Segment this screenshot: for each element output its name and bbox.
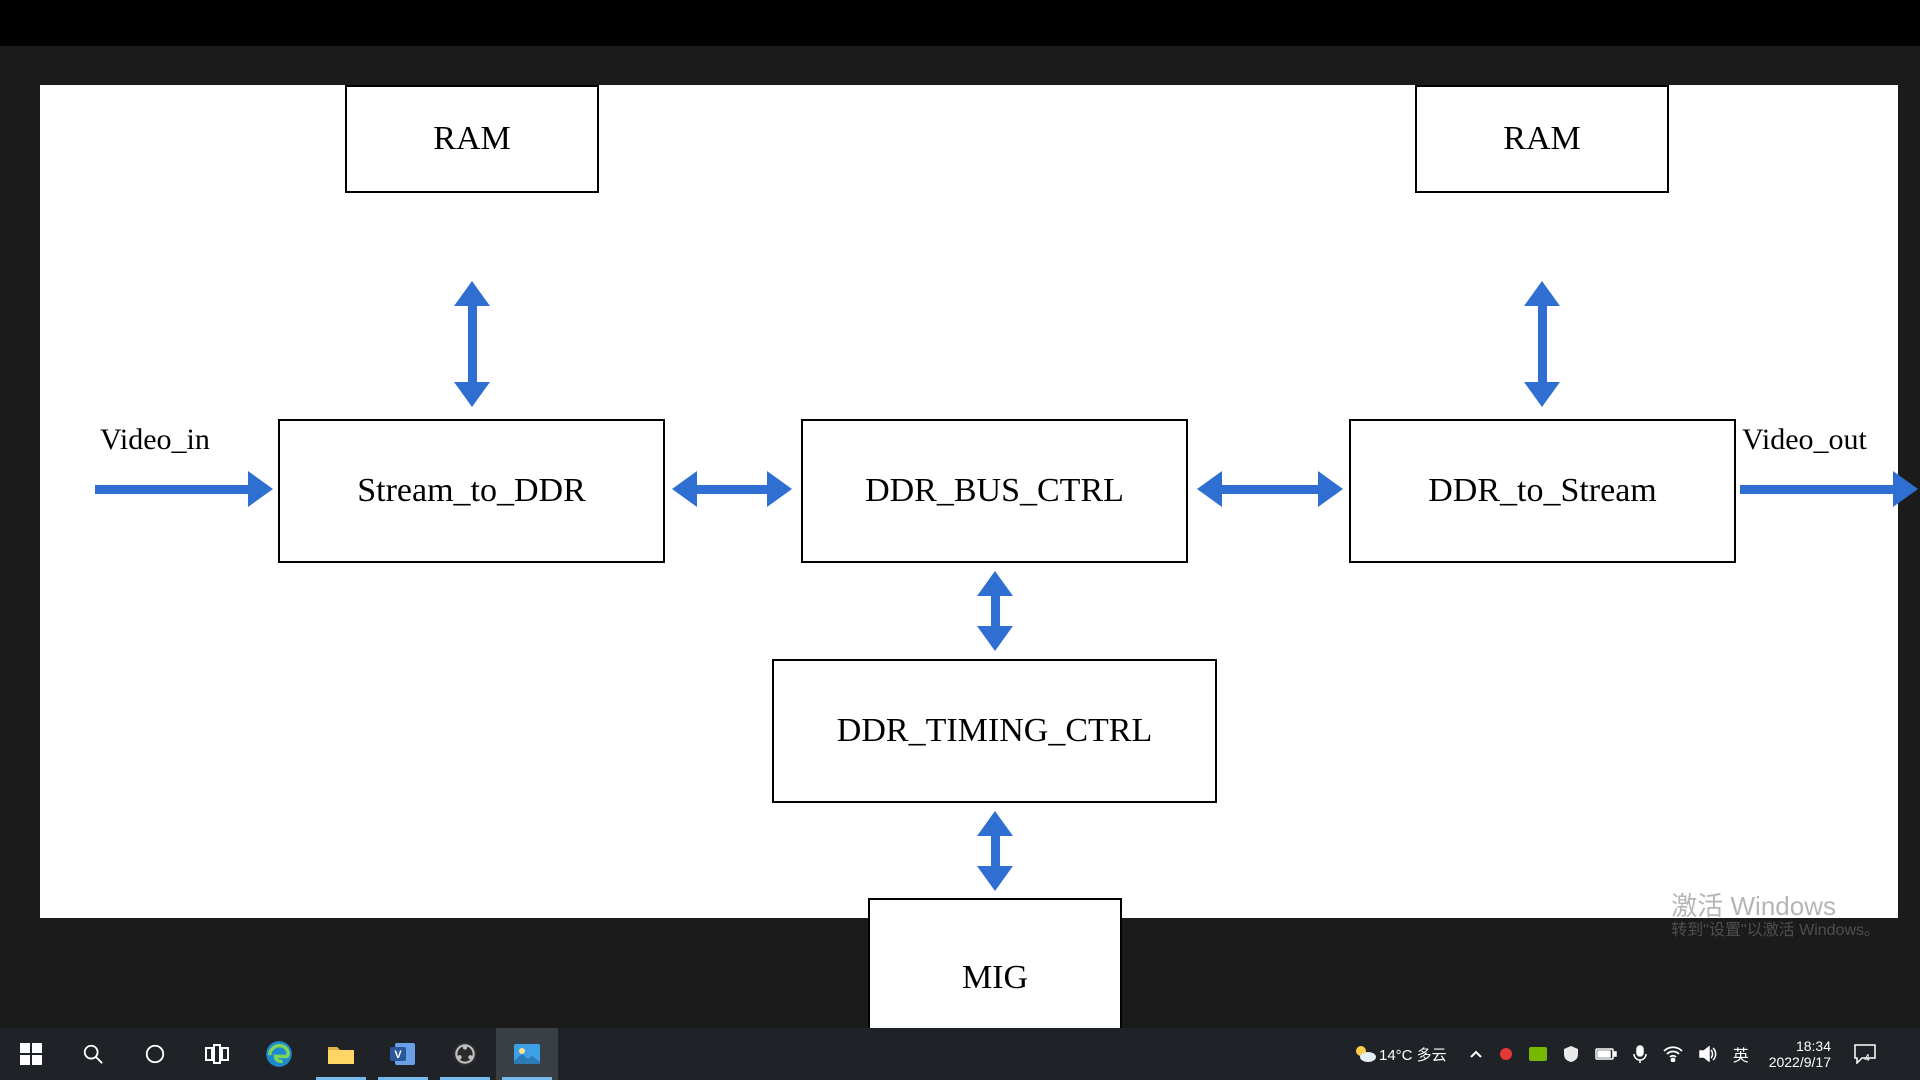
taskbar: V 14°C 多云 (0, 1028, 1920, 1080)
tray-battery[interactable] (1591, 1047, 1621, 1061)
tray-clock[interactable]: 18:34 2022/9/17 (1761, 1038, 1839, 1070)
clock-date: 2022/9/17 (1769, 1054, 1831, 1070)
wifi-icon (1663, 1046, 1683, 1062)
tray-chevron[interactable] (1465, 1047, 1487, 1061)
windows-logo-icon (20, 1043, 42, 1065)
diagram-canvas: 🤚 RAMRAMStream_to_DDRDDR_BUS_CTRLDDR_to_… (40, 85, 1898, 918)
search-icon (82, 1043, 104, 1065)
tray-mic[interactable] (1629, 1045, 1651, 1063)
arrow-bus-timing (977, 571, 1013, 651)
weather-temp: 14°C (1379, 1047, 1413, 1064)
node-bus: DDR_BUS_CTRL (801, 419, 1188, 563)
svg-text:V: V (394, 1049, 402, 1061)
obs-icon (452, 1041, 478, 1067)
arrow-bus-d2s (1197, 471, 1343, 507)
io-label-video_out: Video_out (1742, 423, 1867, 457)
shield-icon (1563, 1045, 1579, 1063)
arrow-vin (95, 471, 273, 507)
watermark-line2: 转到"设置"以激活 Windows。 (1671, 922, 1880, 940)
arrow-s2d-bus (672, 471, 792, 507)
chevron-up-icon (1469, 1047, 1483, 1061)
taskbar-app-explorer[interactable] (310, 1028, 372, 1080)
volume-icon (1699, 1046, 1717, 1062)
cortana-icon (144, 1043, 166, 1065)
node-timing: DDR_TIMING_CTRL (772, 659, 1217, 803)
node-ram1: RAM (345, 85, 599, 193)
node-ram2: RAM (1415, 85, 1669, 193)
tray-record[interactable] (1495, 1047, 1517, 1061)
node-label-timing: DDR_TIMING_CTRL (837, 712, 1152, 750)
battery-icon (1595, 1047, 1617, 1061)
notification-count: 4 (1864, 1053, 1870, 1064)
arrow-vout (1740, 471, 1918, 507)
weather-widget[interactable]: 14°C 多云 (1349, 1043, 1457, 1065)
task-view-button[interactable] (186, 1028, 248, 1080)
taskbar-app-obs[interactable] (434, 1028, 496, 1080)
taskbar-app-edge[interactable] (248, 1028, 310, 1080)
tray-nvidia[interactable] (1525, 1047, 1551, 1061)
node-s2d: Stream_to_DDR (278, 419, 665, 563)
tray-ime[interactable]: 英 (1729, 1042, 1753, 1066)
io-label-video_in: Video_in (100, 423, 210, 457)
tray-security[interactable] (1559, 1045, 1583, 1063)
photos-viewer: 🤚 RAMRAMStream_to_DDRDDR_BUS_CTRLDDR_to_… (0, 0, 1920, 1080)
taskbar-app-photos[interactable] (496, 1028, 558, 1080)
photos-icon (513, 1041, 541, 1067)
arrow-ram2-d2s (1524, 281, 1560, 407)
folder-icon (327, 1041, 355, 1067)
task-view-icon (205, 1044, 229, 1064)
node-label-s2d: Stream_to_DDR (357, 472, 586, 510)
viewer-topbar (0, 0, 1920, 46)
clock-time: 18:34 (1796, 1038, 1831, 1054)
node-label-ram2: RAM (1503, 120, 1580, 158)
tray-wifi[interactable] (1659, 1046, 1687, 1062)
weather-desc: 多云 (1417, 1047, 1447, 1064)
start-button[interactable] (0, 1028, 62, 1080)
nvidia-icon (1529, 1047, 1547, 1061)
weather-icon (1353, 1043, 1377, 1065)
cortana-button[interactable] (124, 1028, 186, 1080)
taskbar-left: V (0, 1028, 558, 1080)
node-label-mig: MIG (962, 959, 1028, 997)
taskbar-app-visio[interactable]: V (372, 1028, 434, 1080)
tray-action-center[interactable]: 4 (1847, 1044, 1889, 1064)
visio-icon: V (389, 1040, 417, 1068)
search-button[interactable] (62, 1028, 124, 1080)
record-icon (1499, 1047, 1513, 1061)
node-label-d2s: DDR_to_Stream (1428, 472, 1657, 510)
node-label-bus: DDR_BUS_CTRL (865, 472, 1124, 510)
node-label-ram1: RAM (433, 120, 510, 158)
edge-icon (265, 1040, 293, 1068)
taskbar-right: 14°C 多云 (1349, 1028, 1920, 1080)
mic-icon (1633, 1045, 1647, 1063)
arrow-ram1-s2d (454, 281, 490, 407)
arrow-timing-mig (977, 811, 1013, 891)
node-d2s: DDR_to_Stream (1349, 419, 1736, 563)
tray-volume[interactable] (1695, 1046, 1721, 1062)
